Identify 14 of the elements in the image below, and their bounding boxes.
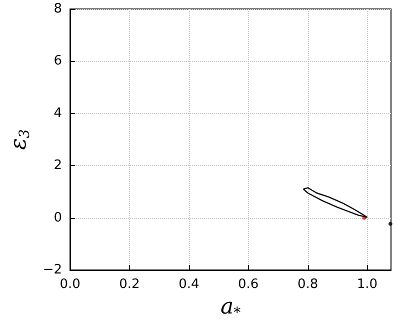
x-tick-label: 0.2 bbox=[119, 277, 140, 292]
y-axis-title: ε3 bbox=[6, 129, 33, 150]
x-axis-title: a* bbox=[220, 294, 241, 321]
y-tick-label: 2 bbox=[54, 158, 62, 174]
x-tick-label: 0.6 bbox=[238, 277, 259, 292]
y-tick-label: 0 bbox=[54, 210, 62, 226]
x-tick-label: 0.8 bbox=[297, 277, 318, 292]
y-tick-label: −2 bbox=[42, 262, 62, 278]
y-tick-label: 4 bbox=[54, 106, 62, 121]
x-tick-label: 0.4 bbox=[178, 277, 200, 292]
x-tick-label: 1.0 bbox=[356, 277, 378, 292]
x-tick-label: 0.0 bbox=[60, 277, 80, 292]
y-tick-label: 8 bbox=[54, 2, 62, 16]
y-tick-label: 6 bbox=[54, 54, 62, 69]
